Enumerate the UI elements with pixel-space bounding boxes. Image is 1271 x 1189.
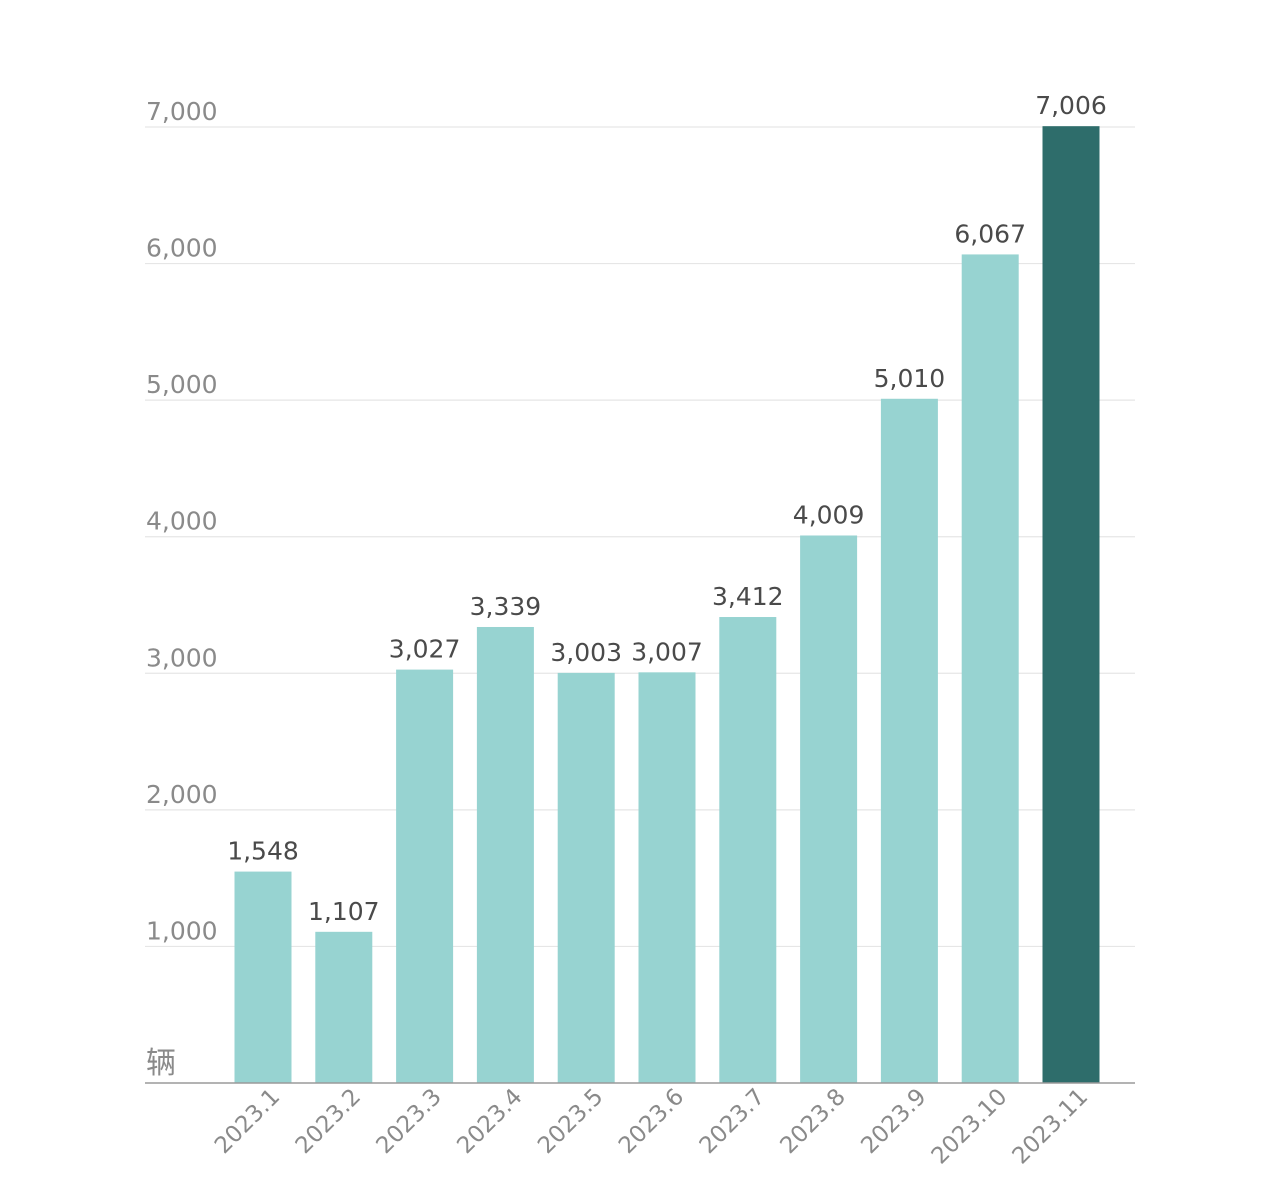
data-label: 3,339 bbox=[470, 592, 542, 621]
data-label: 3,412 bbox=[712, 582, 784, 611]
y-tick-label: 2,000 bbox=[146, 780, 218, 809]
x-tick-label: 2023.3 bbox=[372, 1084, 447, 1159]
y-tick-label: 1,000 bbox=[146, 916, 218, 945]
bar bbox=[719, 617, 777, 1083]
bar bbox=[557, 672, 615, 1083]
x-tick-label: 2023.9 bbox=[856, 1084, 931, 1159]
x-tick-label: 2023.8 bbox=[776, 1084, 851, 1159]
y-tick-label: 7,000 bbox=[146, 97, 218, 126]
bar bbox=[315, 931, 373, 1083]
data-labels: 1,548 1,107 3,027 3,339 3,003 3,007 3,412 4,009… bbox=[227, 91, 1107, 926]
x-tick-label: 2023.11 bbox=[1008, 1084, 1094, 1170]
bar bbox=[476, 626, 534, 1083]
x-tick-label: 2023.4 bbox=[452, 1084, 527, 1159]
x-tick-label: 2023.1 bbox=[210, 1084, 285, 1159]
data-label: 3,003 bbox=[550, 638, 622, 667]
data-label: 1,107 bbox=[308, 897, 380, 926]
bar bbox=[961, 254, 1019, 1083]
x-tick-label: 2023.7 bbox=[695, 1084, 770, 1159]
x-tick-label: 2023.6 bbox=[614, 1084, 689, 1159]
y-tick-label: 5,000 bbox=[146, 370, 218, 399]
bar bbox=[396, 669, 454, 1083]
x-tick-label: 2023.2 bbox=[291, 1084, 366, 1159]
data-label: 3,027 bbox=[389, 635, 461, 664]
x-tick-label: 2023.10 bbox=[927, 1084, 1013, 1170]
x-axis-ticks: 2023.1 2023.2 2023.3 2023.4 2023.5 2023.6 2023… bbox=[210, 1084, 1093, 1170]
bar bbox=[234, 871, 292, 1083]
y-tick-label: 4,000 bbox=[146, 507, 218, 536]
data-label: 5,010 bbox=[874, 364, 946, 393]
data-label: 4,009 bbox=[793, 500, 865, 529]
y-tick-label: 6,000 bbox=[146, 234, 218, 263]
data-label: 7,006 bbox=[1035, 91, 1107, 120]
y-axis-ticks: 1,000 2,000 3,000 4,000 5,000 6,000 7,000 bbox=[146, 97, 218, 945]
data-label: 3,007 bbox=[631, 637, 703, 666]
bars bbox=[234, 126, 1100, 1084]
data-label: 1,548 bbox=[227, 837, 299, 866]
y-tick-label: 3,000 bbox=[146, 643, 218, 672]
x-tick-label: 2023.5 bbox=[533, 1084, 608, 1159]
unit-label: 辆 bbox=[146, 1046, 176, 1081]
bar bbox=[800, 535, 858, 1083]
bar bbox=[1042, 126, 1100, 1084]
bar bbox=[638, 672, 696, 1083]
bar bbox=[880, 398, 938, 1084]
data-label: 6,067 bbox=[954, 219, 1026, 248]
